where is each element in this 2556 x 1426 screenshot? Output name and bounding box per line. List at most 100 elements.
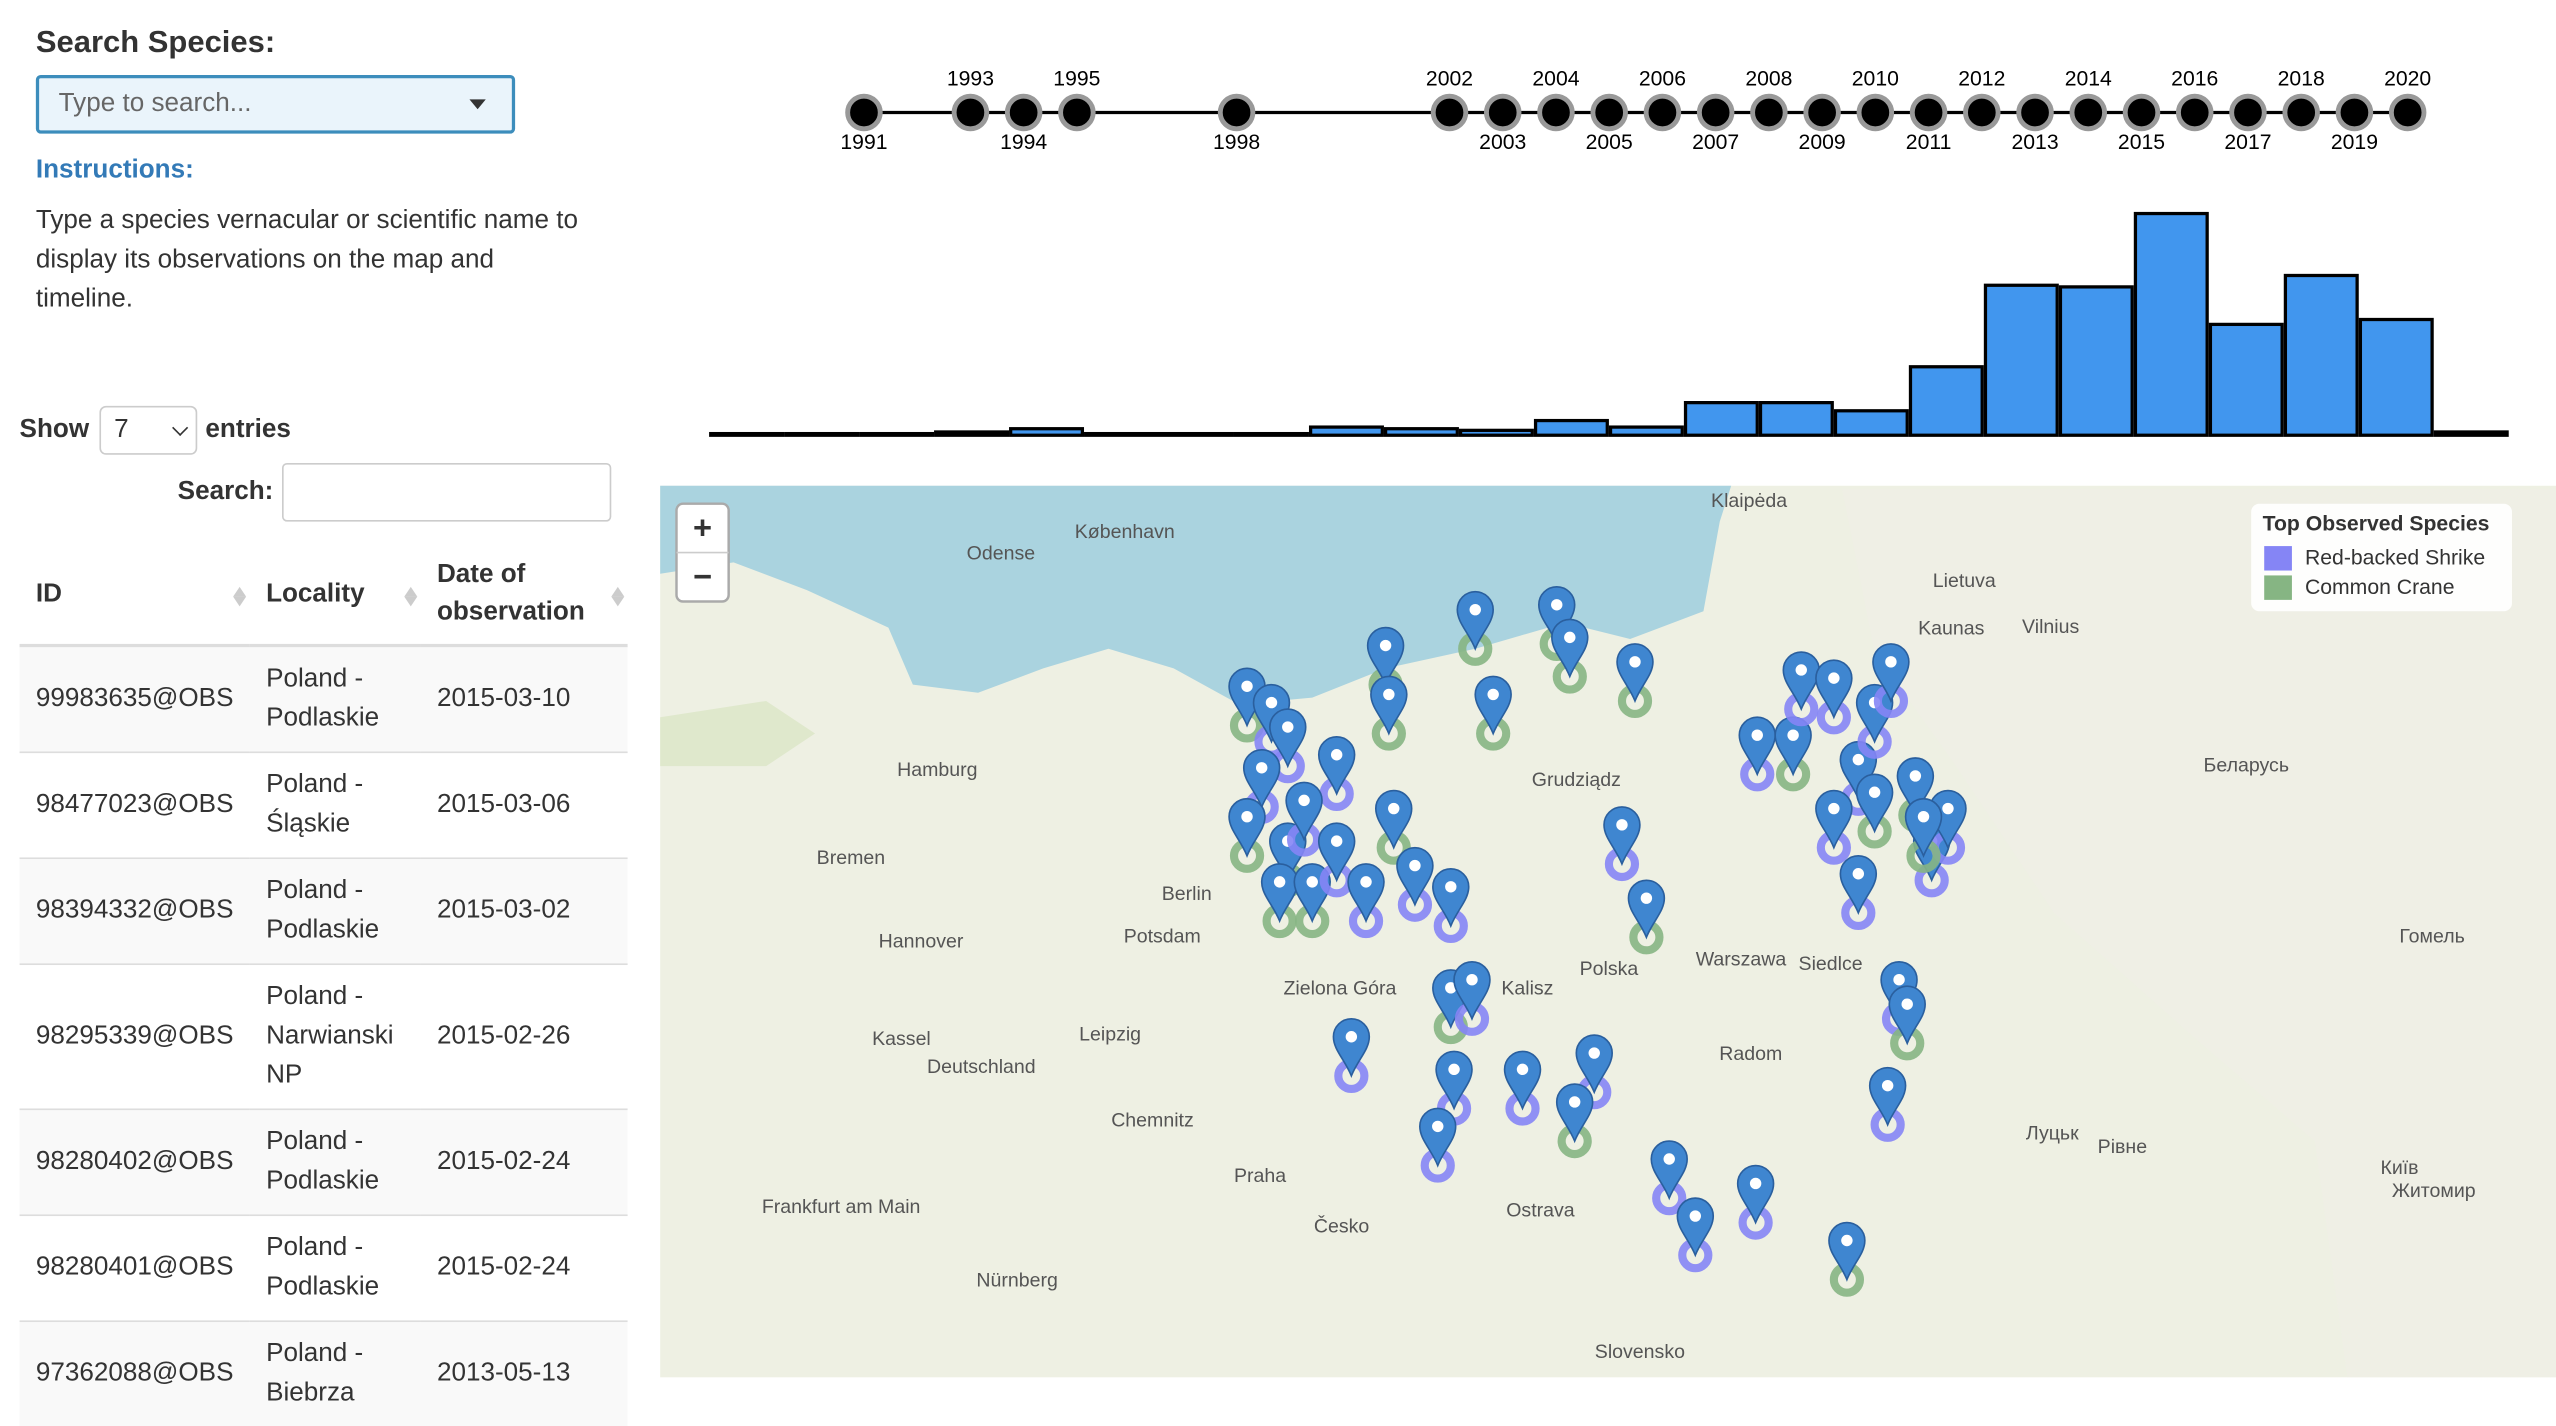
species-search-box[interactable]: Type to search... <box>35 74 516 134</box>
marker-dot <box>1282 721 1294 733</box>
column-header[interactable]: Date of observation <box>420 546 628 648</box>
histogram-bar <box>1908 365 1984 437</box>
table-row: 98280401@OBS Poland - Podlaskie 2015-02-24 <box>19 1214 628 1322</box>
timeline-dot <box>2069 93 2108 132</box>
marker-dot <box>1749 1177 1762 1190</box>
timeline-year: 2015 <box>2118 131 2165 154</box>
marker-pin <box>1538 586 1576 647</box>
map-place-label: Leipzig <box>1079 1023 1141 1045</box>
entries-value: 7 <box>114 415 129 444</box>
zoom-in[interactable]: + <box>693 508 712 545</box>
marker-dot <box>1893 973 1905 986</box>
marker-dot <box>1751 729 1763 741</box>
marker-dot <box>1255 762 1268 774</box>
table-cell: 98477023@OBS <box>19 751 250 859</box>
marker-pin <box>1839 854 1878 916</box>
marker-pin <box>1317 822 1356 883</box>
table-cell: Poland - Podlaskie <box>249 1108 421 1216</box>
marker-dot <box>1828 802 1840 815</box>
zoom-out[interactable]: − <box>693 557 712 594</box>
legend-label: Red-backed Shrike <box>2305 547 2485 570</box>
legend-swatch <box>2264 546 2292 571</box>
table-cell: Poland - Podlaskie <box>249 1214 421 1322</box>
marker-pin <box>1332 1018 1371 1079</box>
table-cell: 2015-02-26 <box>420 963 628 1110</box>
histogram-bar <box>1983 283 2059 437</box>
map-place-label: Kassel <box>872 1028 931 1050</box>
marker-dot <box>1852 868 1865 880</box>
marker-pin <box>1228 797 1266 858</box>
app: Search Species: Type to search... Instru… <box>19 26 2556 1426</box>
map-place-label: Kaunas <box>1918 617 1985 639</box>
timeline-year: 2002 <box>1426 67 1473 90</box>
timeline-dot <box>2122 93 2161 132</box>
histogram-bar <box>1009 427 1085 437</box>
map-place-label: Hamburg <box>897 759 977 781</box>
marker-dot <box>1942 802 1954 815</box>
map-place-label: Київ <box>2380 1157 2418 1179</box>
timeline-dot <box>2282 93 2320 132</box>
marker-pin <box>1575 1034 1613 1095</box>
timeline-dot <box>2016 93 2054 132</box>
timeline-dot <box>1537 93 1575 132</box>
table-row: 98394332@OBS Poland - Podlaskie 2015-03-02 <box>19 857 628 965</box>
entries-select[interactable]: 7 <box>99 405 198 455</box>
marker-pin <box>1738 716 1776 777</box>
map-place-label: Vilnius <box>2022 616 2079 638</box>
timeline-year: 2014 <box>2065 67 2112 90</box>
histogram-bar <box>1533 418 1609 437</box>
timeline-year: 2017 <box>2224 131 2271 154</box>
histogram-bar <box>2133 211 2209 437</box>
table-cell: 2015-03-02 <box>420 857 628 965</box>
marker-dot <box>1868 786 1881 798</box>
table-row: 98280402@OBS Poland - Podlaskie 2015-02-24 <box>19 1108 628 1216</box>
map-place-label: Луцьк <box>2026 1123 2079 1145</box>
legend-box <box>2251 503 2512 612</box>
marker-pin <box>1815 789 1853 850</box>
marker-pin <box>1603 806 1641 867</box>
table-cell: 98295339@OBS <box>19 963 250 1110</box>
table-search-input[interactable] <box>282 462 612 522</box>
table-cell: Poland - Podlaskie <box>249 644 421 753</box>
timeline-dot <box>2229 93 2267 132</box>
marker-pin <box>1828 1221 1866 1282</box>
legend-title: Top Observed Species <box>2263 512 2490 535</box>
timeline-year: 2018 <box>2278 67 2325 90</box>
histogram-bar <box>1758 401 1834 437</box>
marker-dot <box>1795 664 1807 676</box>
map-place-label: Гомель <box>2399 925 2464 947</box>
marker-dot <box>1564 631 1576 644</box>
marker-pin <box>1650 1140 1688 1201</box>
show-label: Show <box>19 415 90 444</box>
table-cell: 2015-02-24 <box>420 1108 628 1216</box>
marker-dot <box>1383 688 1395 701</box>
timeline-map: + − Top Observed Species Red-backed Shri… <box>660 67 2556 1378</box>
marker-pin <box>1269 708 1307 769</box>
histogram-bar <box>2283 273 2359 437</box>
marker-dot <box>1917 810 1930 823</box>
marker-pin <box>1676 1197 1715 1258</box>
timeline-dot <box>2335 93 2374 132</box>
search-label: Search Species: <box>35 26 276 61</box>
marker-pin <box>1285 781 1323 842</box>
histogram-bar <box>1233 431 1309 437</box>
timeline-dot <box>1963 93 2001 132</box>
column-header[interactable]: Locality <box>249 546 421 648</box>
marker-dot <box>1901 998 1913 1010</box>
timeline-year: 2004 <box>1532 67 1579 90</box>
marker-pin <box>1474 675 1512 736</box>
timeline-year: 1998 <box>1213 131 1260 154</box>
marker-pin <box>1347 863 1385 924</box>
map-legend: Top Observed Species Red-backed Shrike Co… <box>2251 503 2512 612</box>
map-place-label: Житомир <box>2392 1180 2476 1202</box>
timeline-dot <box>1590 93 1628 132</box>
column-header[interactable]: ID <box>19 546 250 648</box>
timeline-year: 1995 <box>1053 67 1100 90</box>
marker-dot <box>1568 1096 1581 1108</box>
timeline-year: 2003 <box>1479 131 1526 154</box>
map-region <box>1842 489 2556 1378</box>
marker-dot <box>1516 1063 1529 1076</box>
marker-pin <box>1317 735 1356 797</box>
marker-pin <box>1616 643 1654 704</box>
timeline-year: 1991 <box>840 131 887 154</box>
